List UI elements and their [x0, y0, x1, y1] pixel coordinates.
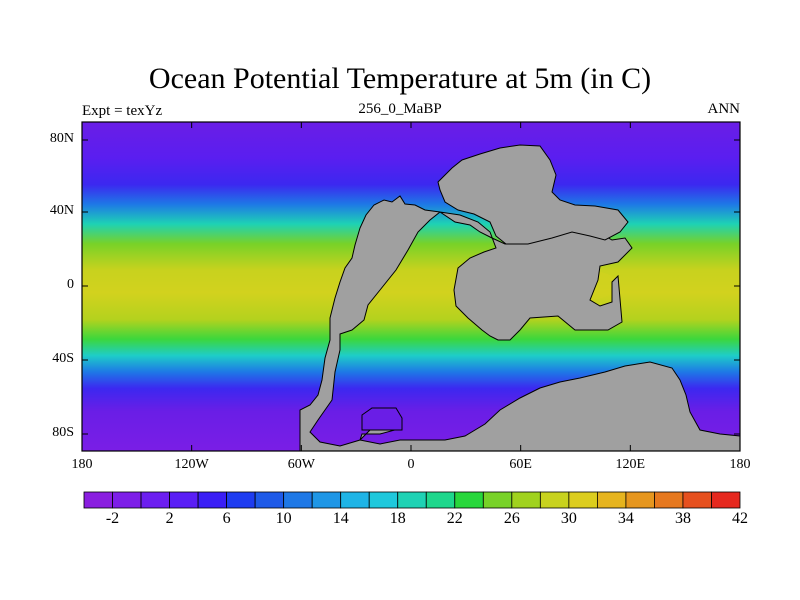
colorbar-swatch — [254, 491, 285, 509]
plot-title: Ocean Potential Temperature at 5m (in C) — [148, 62, 652, 95]
colorbar-label: 22 — [446, 510, 463, 527]
lat-tick-label: 0 — [67, 277, 74, 292]
colorbar-label: 42 — [732, 510, 748, 527]
lat-tick-label: 40N — [49, 203, 74, 218]
colorbar-swatch — [340, 491, 370, 509]
colorbar-swatch — [539, 491, 570, 509]
colorbar-swatch — [226, 491, 256, 509]
colorbar-label: 34 — [617, 510, 634, 527]
colorbar-label: -2 — [105, 510, 120, 527]
colorbar-swatch — [283, 491, 313, 509]
lon-tick-label: 180 — [729, 457, 751, 472]
colorbar-label: 2 — [165, 510, 174, 527]
colorbar-swatch — [112, 491, 142, 509]
colorbar-swatch — [169, 491, 199, 509]
colorbar-label: 18 — [389, 510, 406, 527]
northern-landmass — [437, 144, 629, 245]
colorbar-swatch — [368, 491, 399, 509]
lon-tick-label: 0 — [407, 457, 415, 472]
tick-marks — [81, 122, 741, 451]
colorbar-label: 30 — [560, 510, 577, 527]
colorbar-swatch — [140, 491, 170, 509]
lon-tick-label: 120W — [174, 457, 209, 472]
colorbar-swatch — [83, 491, 113, 509]
colorbar-swatch — [511, 491, 541, 509]
colorbar-swatch — [425, 491, 456, 509]
colorbar-label: 14 — [332, 510, 349, 527]
lat-tick-label: 80N — [49, 131, 74, 146]
colorbar-swatch — [654, 491, 684, 509]
colorbar-swatch — [397, 491, 427, 509]
colorbar-swatch — [568, 491, 598, 509]
western-landmass — [299, 195, 741, 452]
colorbar-swatch — [197, 491, 228, 509]
colorbar-swatch — [596, 491, 627, 509]
lon-tick-label: 120E — [615, 457, 646, 472]
colorbar-label: 38 — [674, 510, 691, 527]
colorbar-swatch — [711, 491, 741, 509]
period-label: 256_0_MaBP — [358, 101, 442, 117]
lon-tick-label: 60E — [509, 457, 532, 472]
season-label: ANN — [707, 101, 741, 117]
colorbar-label: 10 — [275, 510, 292, 527]
landmass-group — [299, 144, 741, 452]
colorbar-label: 26 — [503, 510, 520, 527]
lat-tick-label: 40S — [52, 351, 74, 366]
lon-tick-label: 180 — [71, 457, 93, 472]
colorbar-swatch — [311, 491, 342, 509]
colorbar-swatch — [482, 491, 513, 509]
colorbar-label: 6 — [222, 510, 231, 527]
colorbar-swatch — [682, 491, 712, 509]
colorbar — [83, 491, 741, 509]
lon-tick-label: 60W — [287, 457, 315, 472]
southern-island — [361, 407, 403, 431]
experiment-label: Expt = texYz — [82, 103, 163, 119]
colorbar-swatch — [625, 491, 655, 509]
lat-tick-label: 80S — [52, 425, 74, 440]
colorbar-swatch — [454, 491, 484, 509]
